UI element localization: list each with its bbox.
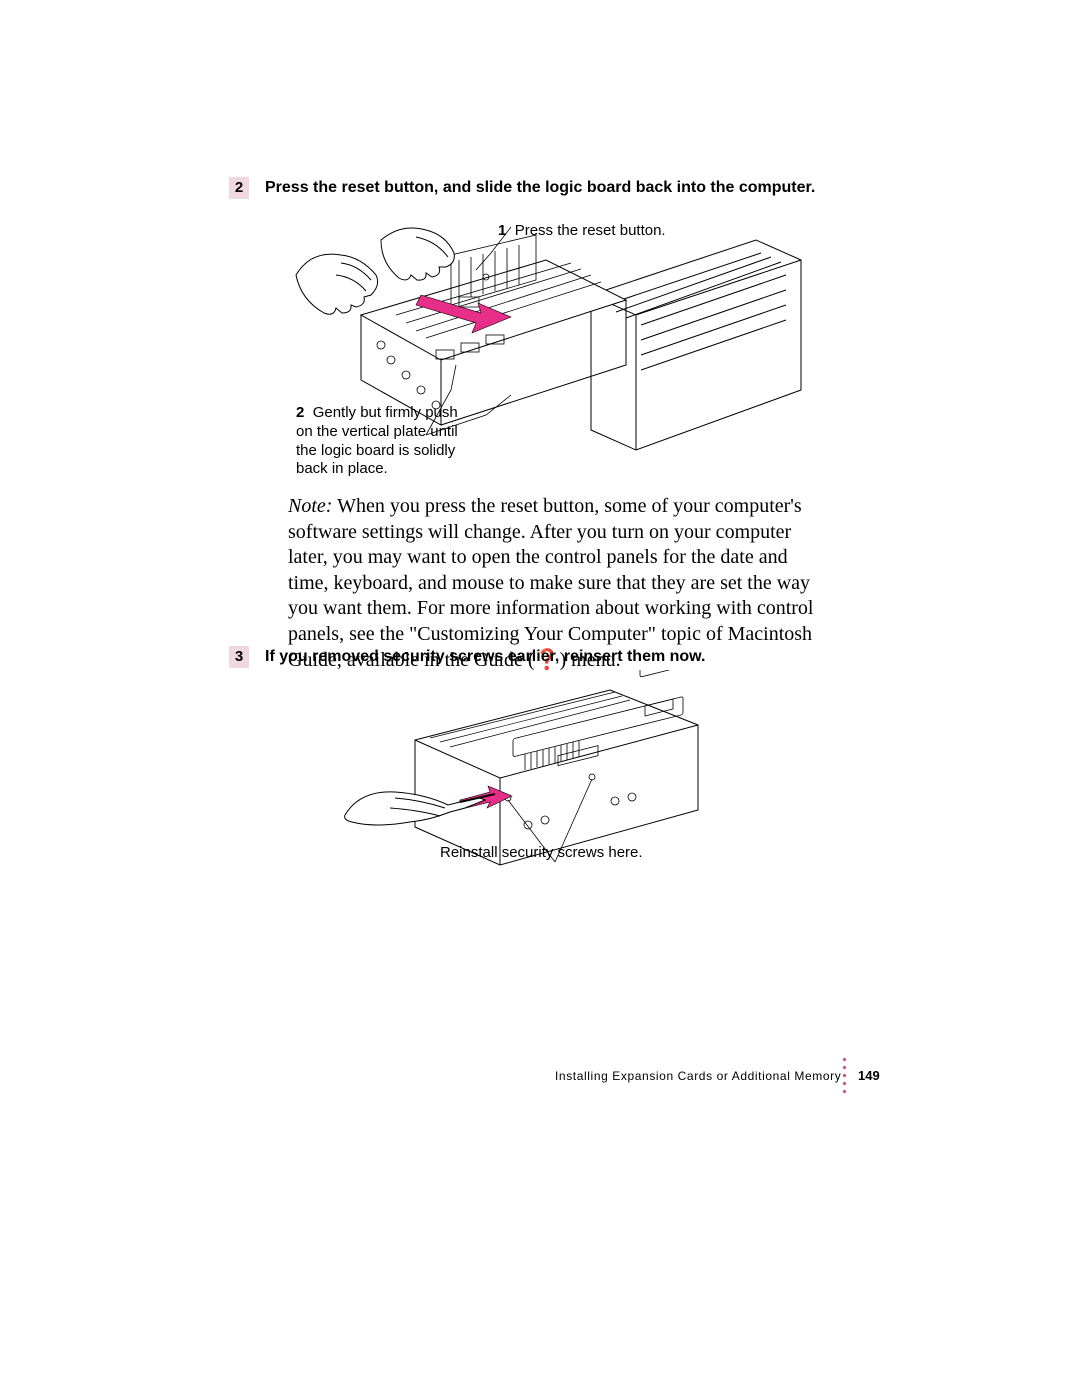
callout-text-value: Gently but firmly push on the vertical p… [296,404,458,477]
step-heading: Press the reset button, and slide the lo… [265,179,865,197]
note-label: Note: [288,495,332,517]
callout-reinstall-screws: Reinstall security screws here. [440,844,643,863]
step-number: 2 [235,179,243,196]
footer-page-number: 149 [858,1068,880,1083]
callout-push-plate: 2 Gently but firmly push on the vertical… [296,404,466,479]
manual-page: 2 Press the reset button, and slide the … [0,0,1080,1397]
step-number: 3 [235,648,243,665]
callout-reset-button: 1 Press the reset button. [498,222,666,241]
callout-number: 2 [296,404,304,421]
figure-security-screws [340,670,730,870]
footer-dots-icon [843,1058,846,1093]
callout-text-value: Press the reset button. [515,222,666,239]
step-heading: If you removed security screws earlier, … [265,648,865,666]
footer-chapter-title: Installing Expansion Cards or Additional… [555,1069,841,1083]
step-number-badge: 3 [229,646,249,668]
step-number-badge: 2 [229,177,249,199]
callout-number: 1 [498,222,506,239]
note-paragraph: Note: When you press the reset button, s… [288,494,820,673]
note-body-text: When you press the reset button, some of… [288,495,813,671]
